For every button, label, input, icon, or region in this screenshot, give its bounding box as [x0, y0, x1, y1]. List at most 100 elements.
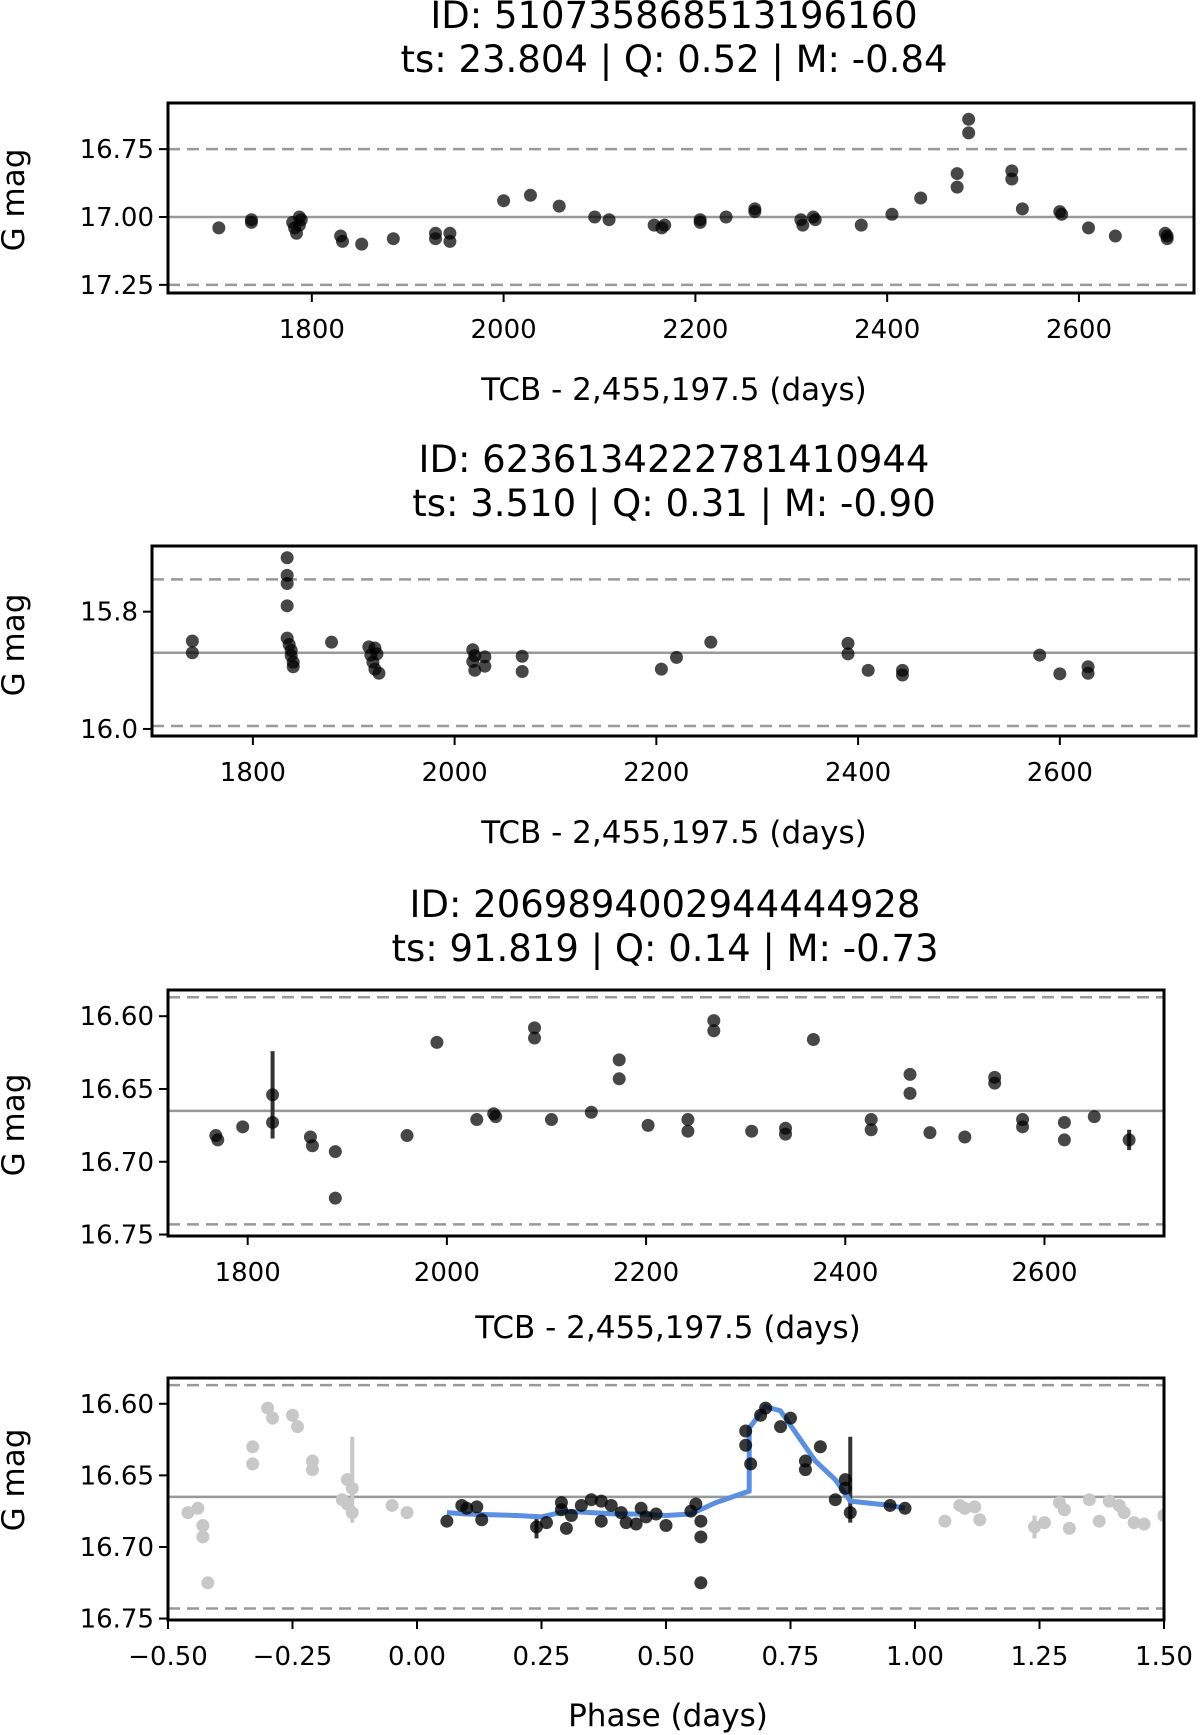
panel-4-repeated-point-25 — [973, 1513, 987, 1527]
panel-3-data-point-33 — [903, 1086, 917, 1100]
panel-4-repeated-point-29 — [1057, 1503, 1071, 1517]
panel-3-plot-area — [168, 996, 1164, 1226]
panel-4-phased-point-21 — [639, 1510, 653, 1524]
panel-1-data-point-20 — [552, 199, 566, 213]
panel-2-time-series: ID: 6236134222781410944 ts: 3.510 | Q: 0… — [0, 438, 1198, 851]
panel-1-data-point-43 — [1005, 172, 1019, 186]
panel-2-data-point-27 — [515, 649, 529, 663]
panel-4-repeated-point-37 — [1137, 1517, 1151, 1531]
panel-3-ytick-label-1: 16.60 — [80, 1002, 154, 1032]
panel-1-data-point-21 — [588, 210, 602, 224]
panel-3-data-point-40 — [1057, 1115, 1071, 1129]
panel-1-data-point-19 — [523, 188, 537, 202]
panel-1-data-point-40 — [962, 112, 976, 126]
panel-3-title-id: ID: 2069894002944444928 — [410, 883, 921, 926]
panel-3-data-point-21 — [641, 1118, 655, 1132]
panel-4-repeated-point-7 — [246, 1457, 260, 1471]
panel-3-xtick-label-3: 2200 — [613, 1258, 679, 1288]
panel-2-data-point-23 — [468, 663, 482, 677]
panel-3-data-point-8 — [328, 1145, 342, 1159]
panel-4-repeated-point-3 — [196, 1518, 210, 1532]
panel-4-phased-point-10 — [559, 1521, 573, 1535]
panel-3-xlabel: TCB - 2,455,197.5 (days) — [474, 1310, 861, 1346]
panel-4-repeated-point-31 — [1082, 1493, 1096, 1507]
panel-1-data-point-41 — [962, 126, 976, 140]
panel-3-data-point-9 — [328, 1191, 342, 1205]
panel-1-data-point-25 — [658, 218, 672, 232]
panel-1-ytick-label-1: 16.75 — [80, 135, 154, 165]
panel-3-data-point-28 — [779, 1127, 793, 1141]
panel-4-phased-point-1 — [440, 1514, 454, 1528]
panel-4-phased-point-37 — [798, 1463, 812, 1477]
panel-1-data-point-11 — [336, 234, 350, 248]
panel-2-data-point-31 — [704, 635, 718, 649]
panel-4-model-line — [446, 1404, 906, 1520]
panel-3-xtick-label-4: 2400 — [812, 1258, 878, 1288]
panel-3-ytick-label-3: 16.70 — [80, 1148, 154, 1178]
panel-2-data-point-1 — [185, 634, 199, 648]
panel-2-xtick-label-1: 1800 — [220, 758, 286, 788]
panel-2-title-stats: ts: 3.510 | Q: 0.31 | M: -0.90 — [412, 482, 936, 525]
panel-4-repeated-point-26 — [1028, 1520, 1042, 1534]
panel-4-phase-folded: Phase (days) G mag −0.50 −0.25 0.00 0.25 0.5… — [0, 1376, 1193, 1734]
panel-4-repeated-point-19 — [385, 1498, 399, 1512]
panel-2-data-point-30 — [670, 650, 684, 664]
panel-2-data-point-28 — [515, 664, 529, 678]
panel-4-phased-point-15 — [594, 1494, 608, 1508]
panel-1-data-point-18 — [497, 194, 511, 208]
panel-4-xtick-label-7: 1.00 — [886, 1642, 944, 1672]
panel-1-data-point-48 — [1108, 229, 1122, 243]
panel-4-repeated-point-10 — [286, 1408, 299, 1422]
panel-2-axes-frame — [150, 544, 1198, 738]
panel-4-repeated-point-21 — [938, 1514, 952, 1528]
panel-2-title-id: ID: 6236134222781410944 — [419, 438, 930, 481]
panel-4-phased-point-29 — [739, 1438, 753, 1452]
panel-3-data-point-4 — [266, 1088, 280, 1102]
panel-4-repeated-point-13 — [305, 1463, 319, 1477]
panel-4-repeated-point-32 — [1092, 1514, 1106, 1528]
panel-1-data-point-46 — [1055, 207, 1069, 221]
panel-1-title-stats: ts: 23.804 | Q: 0.52 | M: -0.84 — [400, 38, 947, 81]
panel-4-phased-point-25 — [689, 1497, 703, 1511]
panel-3-ytick-label-2: 16.65 — [80, 1075, 154, 1105]
panel-4-phased-point-35 — [784, 1411, 797, 1425]
panel-3-time-series: ID: 2069894002944444928 ts: 91.819 | Q: … — [0, 883, 1166, 1346]
panel-4-phased-point-39 — [828, 1493, 842, 1507]
panel-3-data-point-31 — [864, 1123, 878, 1137]
panel-1-data-point-12 — [355, 237, 369, 251]
panel-4-xlabel: Phase (days) — [568, 1698, 768, 1734]
panel-3-data-point-3 — [236, 1120, 250, 1134]
panel-3-data-point-16 — [528, 1031, 542, 1045]
panel-4-ytick-label-3: 16.70 — [80, 1533, 154, 1563]
panel-4-ylabel: G mag — [0, 1429, 32, 1532]
panel-1-data-point-32 — [796, 218, 810, 232]
panel-4-xtick-label-2: −0.25 — [253, 1642, 333, 1672]
panel-4-axes-frame — [166, 1376, 1166, 1622]
panel-3-data-point-35 — [958, 1130, 972, 1144]
panel-4-phased-point-3 — [460, 1501, 474, 1515]
panel-2-data-point-37 — [1033, 648, 1047, 662]
panel-3-title-stats: ts: 91.819 | Q: 0.14 | M: -0.73 — [391, 927, 938, 970]
panel-3-data-point-2 — [211, 1133, 225, 1147]
panel-2-ytick-label-2: 16.0 — [80, 715, 138, 745]
panel-4-repeated-point-23 — [958, 1501, 972, 1515]
panel-3-data-point-42 — [1087, 1110, 1101, 1124]
panel-3-data-point-29 — [806, 1032, 820, 1046]
panel-3-data-point-43 — [1122, 1133, 1136, 1147]
panel-4-xtick-label-6: 0.75 — [762, 1642, 820, 1672]
panel-1-time-series: ID: 510735868513196160 ts: 23.804 | Q: 0… — [0, 0, 1196, 408]
panel-3-xtick-label-2: 2000 — [414, 1258, 480, 1288]
panel-2-data-point-33 — [841, 647, 855, 661]
panel-4-repeated-point-5 — [201, 1576, 215, 1590]
panel-4-phased-point-28 — [694, 1576, 708, 1590]
panel-2-xtick-label-5: 2600 — [1027, 758, 1093, 788]
panel-1-data-point-30 — [748, 205, 762, 219]
panel-1-data-point-38 — [950, 167, 964, 181]
panel-4-repeated-point-20 — [400, 1506, 414, 1520]
panel-4-phased-point-12 — [574, 1498, 588, 1512]
panel-3-data-point-25 — [707, 1024, 721, 1038]
panel-4-phased-point-44 — [898, 1501, 912, 1515]
panel-1-title-id: ID: 510735868513196160 — [430, 0, 917, 37]
panel-4-repeated-point-38 — [1157, 1508, 1164, 1522]
panel-1-data-point-13 — [386, 232, 400, 246]
